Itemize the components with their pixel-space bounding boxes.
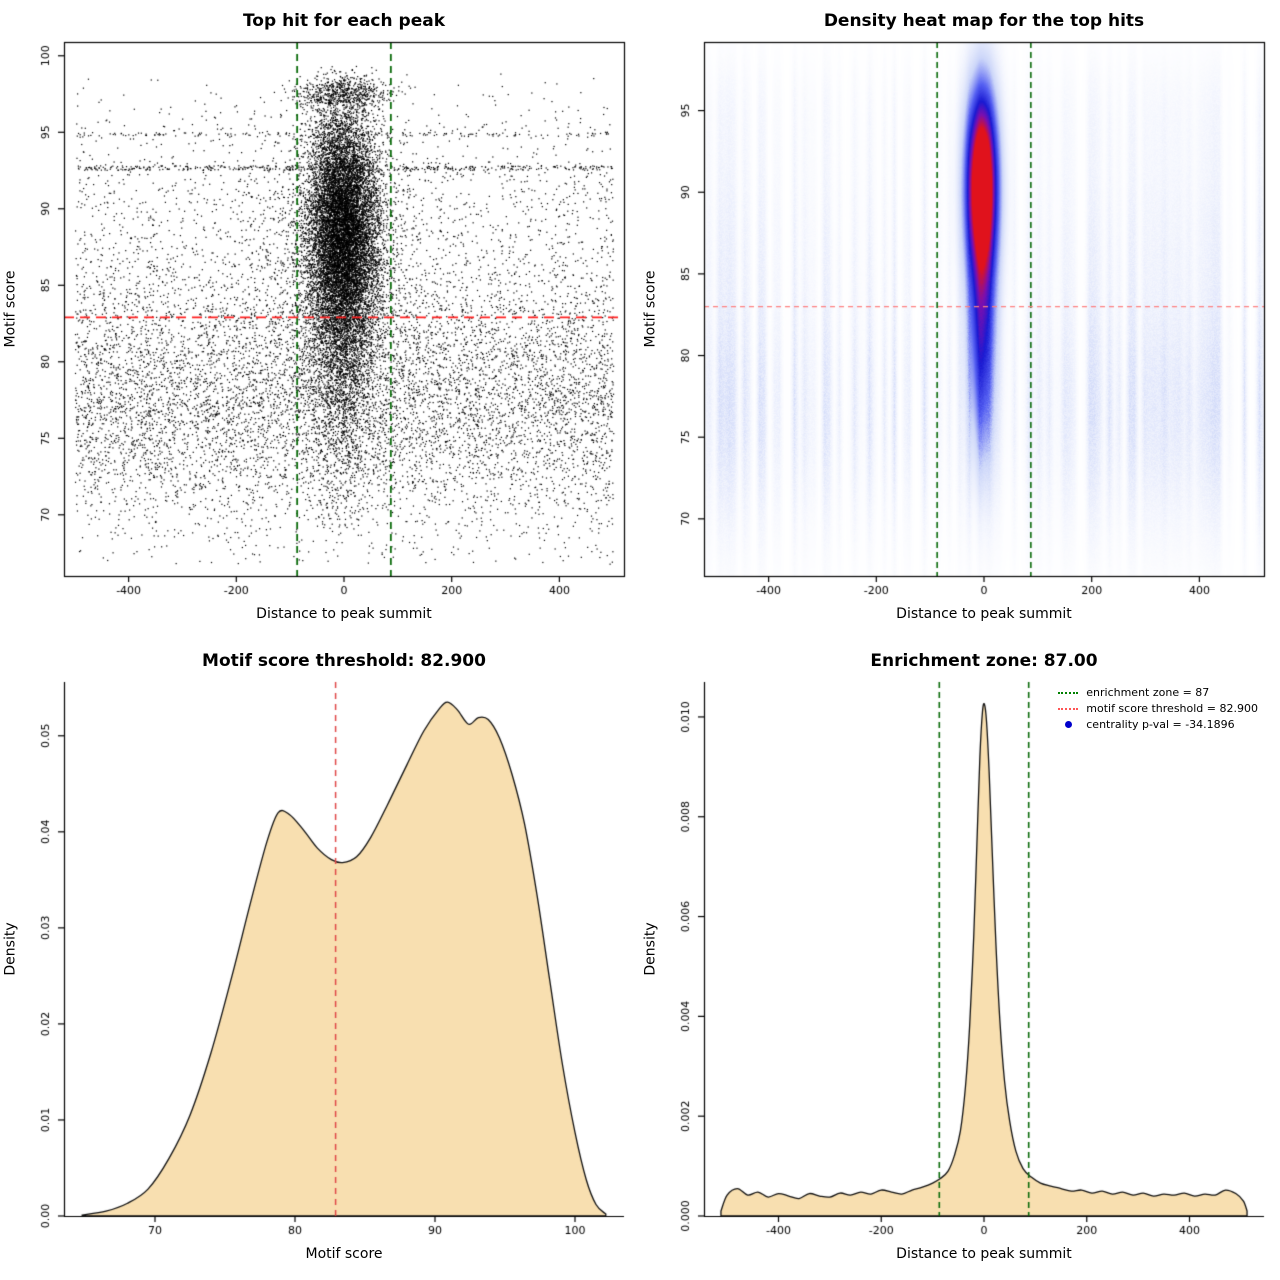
x-axis-label: Distance to peak summit bbox=[896, 606, 1072, 622]
x-axis-label: Distance to peak summit bbox=[256, 606, 432, 622]
panel-title: Motif score threshold: 82.900 bbox=[202, 651, 486, 671]
score-threshold-line-swatch bbox=[1058, 707, 1079, 710]
legend-label: enrichment zone = 87 bbox=[1086, 686, 1210, 699]
y-axis-label-container: Density bbox=[0, 682, 22, 1216]
heatmap-canvas bbox=[640, 0, 1280, 640]
enrichment-zone-line-swatch bbox=[1058, 691, 1079, 694]
y-axis-label: Motif score bbox=[3, 270, 19, 348]
legend: enrichment zone = 87 motif score thresho… bbox=[1056, 686, 1258, 734]
y-axis-label-container: Motif score bbox=[640, 42, 662, 576]
panel-enrichment-zone-density: Enrichment zone: 87.00 Distance to peak … bbox=[640, 640, 1280, 1280]
y-axis-label: Density bbox=[643, 922, 660, 976]
y-axis-label: Motif score bbox=[643, 270, 659, 348]
centrality-pval-dot-swatch bbox=[1064, 721, 1072, 728]
panel-top-hit-scatter: Top hit for each peak Distance to peak s… bbox=[0, 0, 640, 640]
panel-title: Top hit for each peak bbox=[242, 11, 446, 31]
scatter-plot-canvas bbox=[0, 0, 640, 640]
score-density-canvas bbox=[0, 640, 640, 1280]
legend-item-score-threshold: motif score threshold = 82.900 bbox=[1056, 702, 1258, 715]
distance-density-canvas bbox=[640, 640, 1280, 1280]
legend-label: motif score threshold = 82.900 bbox=[1086, 702, 1258, 715]
x-axis-label: Motif score bbox=[305, 1246, 383, 1262]
panel-title: Enrichment zone: 87.00 bbox=[870, 651, 1098, 671]
y-axis-label: Density bbox=[3, 922, 20, 976]
legend-item-enrichment-zone: enrichment zone = 87 bbox=[1056, 686, 1258, 699]
panel-density-heatmap: Density heat map for the top hits Distan… bbox=[640, 0, 1280, 640]
legend-label: centrality p-val = -34.1896 bbox=[1086, 718, 1235, 731]
y-axis-label-container: Motif score bbox=[0, 42, 22, 576]
x-axis-label: Distance to peak summit bbox=[896, 1246, 1072, 1262]
legend-item-centrality-pval: centrality p-val = -34.1896 bbox=[1056, 718, 1258, 731]
panel-motif-score-density: Motif score threshold: 82.900 Motif scor… bbox=[0, 640, 640, 1280]
y-axis-label-container: Density bbox=[640, 682, 662, 1216]
panel-title: Density heat map for the top hits bbox=[823, 11, 1145, 31]
